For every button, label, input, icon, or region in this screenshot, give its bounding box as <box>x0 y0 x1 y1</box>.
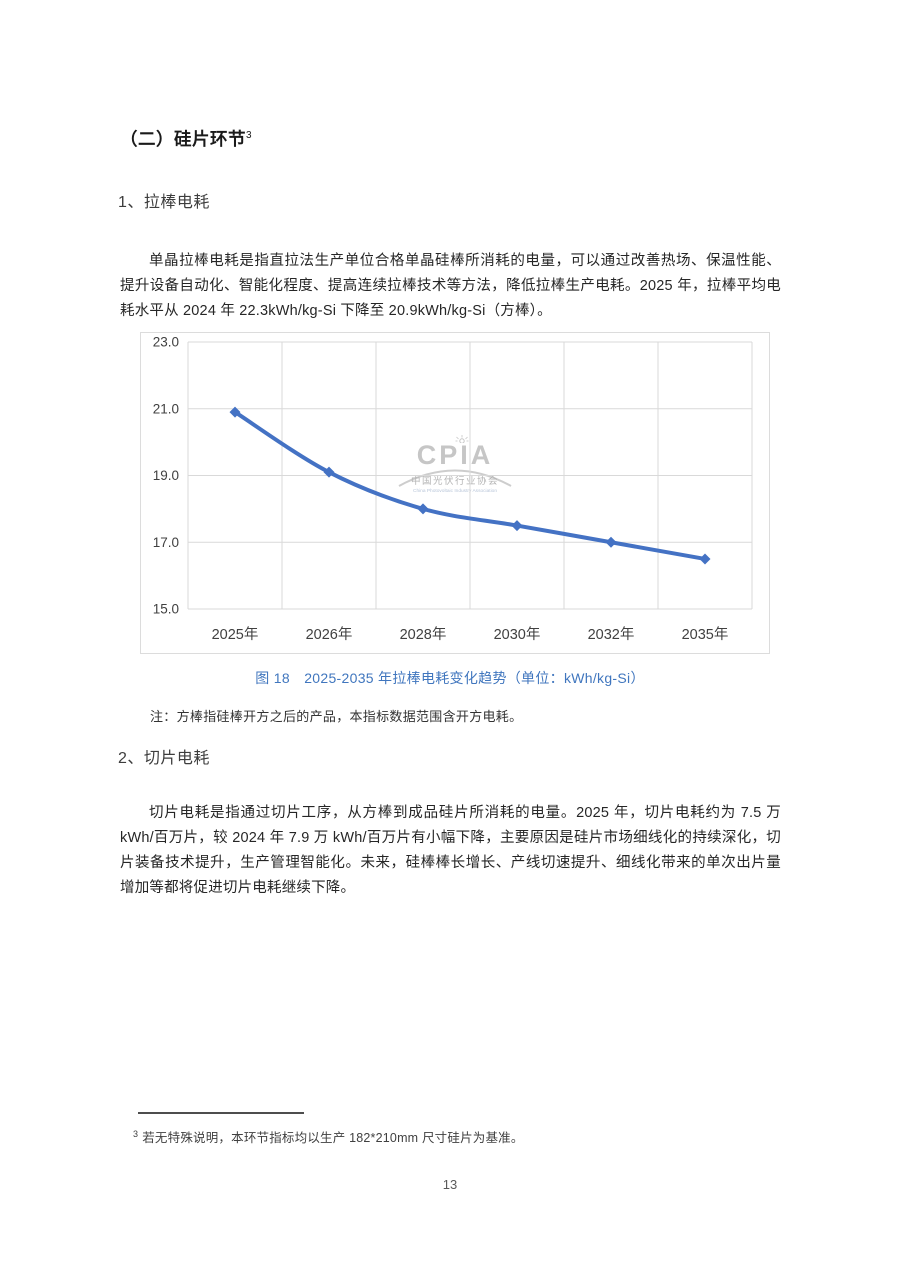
footnote-marker: 3 <box>133 1128 139 1139</box>
paragraph-slicing-power: 切片电耗是指通过切片工序，从方棒到成品硅片所消耗的电量。2025 年，切片电耗约… <box>120 804 781 896</box>
x-tick-label: 2026年 <box>306 626 353 643</box>
footnote-reference: 3 <box>246 130 253 142</box>
page-number: 13 <box>442 1177 458 1192</box>
page-title-text: （二）硅片环节 <box>120 129 246 149</box>
y-tick-label: 23.0 <box>153 335 179 350</box>
x-tick-label: 2030年 <box>494 626 541 643</box>
y-tick-label: 19.0 <box>153 468 179 483</box>
figure-caption: 图 18 2025-2035 年拉棒电耗变化趋势（单位：kWh/kg-Si） <box>255 670 645 686</box>
x-tick-label: 2028年 <box>400 626 447 643</box>
section-title-slicing-power: 2、切片电耗 <box>118 750 210 767</box>
x-tick-label: 2035年 <box>682 626 729 643</box>
y-tick-label: 21.0 <box>153 401 179 416</box>
page-title: （二）硅片环节3 <box>120 126 252 151</box>
y-tick-label: 15.0 <box>153 602 179 617</box>
line-chart-figure: CPIA 中国光伏行业协会 China Photovoltaic Industr… <box>140 332 770 654</box>
figure-note: 注：方棒指硅棒开方之后的产品，本指标数据范围含开方电耗。 <box>150 709 523 724</box>
data-point-marker <box>699 553 711 565</box>
x-tick-label: 2032年 <box>588 626 635 643</box>
data-point-marker <box>229 406 241 418</box>
data-point-marker <box>417 503 429 515</box>
series-line <box>233 410 707 561</box>
footnote-text: 若无特殊说明，本环节指标均以生产 182*210mm 尺寸硅片为基准。 <box>142 1131 524 1145</box>
paragraph-pulling-power: 单晶拉棒电耗是指直拉法生产单位合格单晶硅棒所消耗的电量，可以通过改善热场、保温性… <box>120 252 781 319</box>
data-point-marker <box>323 466 335 478</box>
y-tick-label: 17.0 <box>153 535 179 550</box>
energy-consumption-line-chart: 15.0 17.0 19.0 21.0 23.0 2025年 2026年 2028年 2030年… <box>153 335 753 643</box>
footnote: 3 若无特殊说明，本环节指标均以生产 182*210mm 尺寸硅片为基准。 <box>133 1127 753 1146</box>
x-tick-label: 2025年 <box>212 626 259 643</box>
section-title-pulling-power: 1、拉棒电耗 <box>118 194 210 211</box>
data-point-marker <box>511 520 523 532</box>
data-point-marker <box>605 536 617 548</box>
footnote-separator <box>138 1112 304 1114</box>
